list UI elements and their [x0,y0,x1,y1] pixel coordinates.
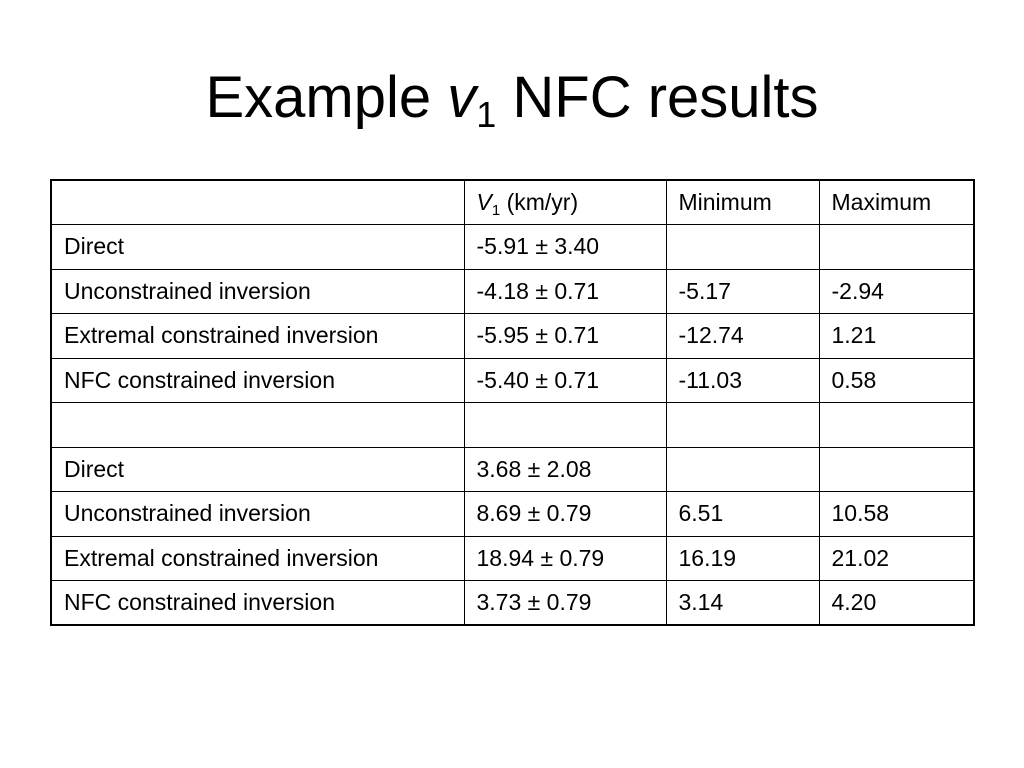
title-text: NFC results [512,65,819,130]
table-cell [818,402,975,448]
table-row: NFC constrained inversion -5.40 ± 0.71 -11… [50,357,975,403]
table-row: Extremal constrained inversion 18.94 ± 0.… [50,535,975,581]
table-cell [665,446,820,492]
table-cell: Direct [50,224,465,270]
table-cell: -5.40 ± 0.71 [463,357,667,403]
table-cell: 10.58 [818,491,975,537]
table-row: Direct 3.68 ± 2.08 [50,446,975,492]
table-cell: Unconstrained inversion [50,491,465,537]
table-row: Extremal constrained inversion -5.95 ± 0.… [50,313,975,359]
table-cell: -2.94 [818,268,975,314]
header-cell: Maximum [818,179,975,225]
table-cell: Extremal constrained inversion [50,313,465,359]
table-cell: 3.68 ± 2.08 [463,446,667,492]
table-cell: NFC constrained inversion [50,580,465,626]
table-cell [463,402,667,448]
header-row: V1 (km/yr) Minimum Maximum [50,179,975,225]
table-row: Unconstrained inversion -4.18 ± 0.71 -5.17… [50,268,975,314]
table-cell: 1.21 [818,313,975,359]
table-cell: -5.17 [665,268,820,314]
slide-title: Example v1 NFC results [0,58,1024,138]
table-cell: 3.14 [665,580,820,626]
results-table: V1 (km/yr) Minimum Maximum Direct -5.91 ± 3.… [50,179,975,626]
header-cell [50,179,465,225]
table-cell: 0.58 [818,357,975,403]
header-cell: V1 (km/yr) [463,179,667,225]
table-cell: 18.94 ± 0.79 [463,535,667,581]
table-cell [818,446,975,492]
table-row: Unconstrained inversion 8.69 ± 0.79 6.51 10… [50,491,975,537]
table-cell: -4.18 ± 0.71 [463,268,667,314]
table-cell [665,402,820,448]
header-symbol: V [476,189,492,215]
header-subscript: 1 [491,202,501,219]
table-cell: Direct [50,446,465,492]
table-cell: Extremal constrained inversion [50,535,465,581]
table-cell: 3.73 ± 0.79 [463,580,667,626]
table-row: NFC constrained inversion 3.73 ± 0.79 3.14… [50,580,975,626]
table-cell: -5.95 ± 0.71 [463,313,667,359]
table-cell: 4.20 [818,580,975,626]
table-cell: -5.91 ± 3.40 [463,224,667,270]
table-cell [665,224,820,270]
table-cell: 6.51 [665,491,820,537]
table-cell [50,402,465,448]
table-cell: 21.02 [818,535,975,581]
table-row: Direct -5.91 ± 3.40 [50,224,975,270]
table-cell: Unconstrained inversion [50,268,465,314]
table-cell [818,224,975,270]
title-text: Example [205,65,432,130]
title-subscript: 1 [476,94,497,135]
table-row [50,402,975,448]
header-unit: (km/yr) [506,189,579,215]
table-cell: -12.74 [665,313,820,359]
table-cell: 16.19 [665,535,820,581]
table-cell: 8.69 ± 0.79 [463,491,667,537]
table-cell: NFC constrained inversion [50,357,465,403]
header-cell: Minimum [665,179,820,225]
table-cell: -11.03 [665,357,820,403]
title-symbol: v [447,65,477,130]
